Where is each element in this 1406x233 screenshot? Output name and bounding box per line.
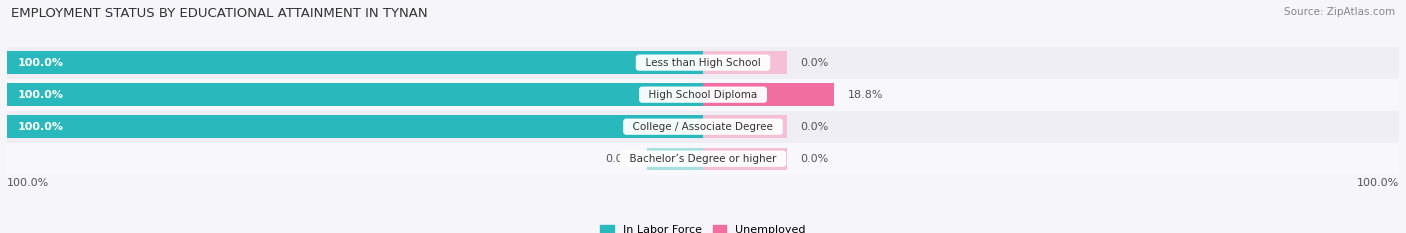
Text: 100.0%: 100.0% bbox=[17, 58, 63, 68]
Bar bbox=[647, 147, 703, 170]
Text: Less than High School: Less than High School bbox=[638, 58, 768, 68]
Text: Bachelor’s Degree or higher: Bachelor’s Degree or higher bbox=[623, 154, 783, 164]
Bar bbox=[703, 51, 786, 74]
Text: 0.0%: 0.0% bbox=[800, 58, 828, 68]
Text: 0.0%: 0.0% bbox=[800, 154, 828, 164]
Bar bbox=[7, 79, 1399, 111]
Text: 100.0%: 100.0% bbox=[7, 178, 49, 188]
Text: High School Diploma: High School Diploma bbox=[643, 90, 763, 100]
Text: 0.0%: 0.0% bbox=[800, 122, 828, 132]
Bar bbox=[703, 116, 786, 138]
Text: College / Associate Degree: College / Associate Degree bbox=[626, 122, 780, 132]
Text: 100.0%: 100.0% bbox=[17, 122, 63, 132]
Text: 18.8%: 18.8% bbox=[848, 90, 883, 100]
Bar bbox=[7, 51, 703, 74]
Text: Source: ZipAtlas.com: Source: ZipAtlas.com bbox=[1284, 7, 1395, 17]
Bar bbox=[7, 111, 1399, 143]
Text: EMPLOYMENT STATUS BY EDUCATIONAL ATTAINMENT IN TYNAN: EMPLOYMENT STATUS BY EDUCATIONAL ATTAINM… bbox=[11, 7, 427, 20]
Bar bbox=[7, 83, 703, 106]
Bar bbox=[7, 47, 1399, 79]
Bar bbox=[7, 143, 1399, 175]
Text: 100.0%: 100.0% bbox=[1357, 178, 1399, 188]
Bar bbox=[703, 147, 786, 170]
Text: 100.0%: 100.0% bbox=[17, 90, 63, 100]
Legend: In Labor Force, Unemployed: In Labor Force, Unemployed bbox=[596, 220, 810, 233]
Text: 0.0%: 0.0% bbox=[605, 154, 633, 164]
Bar bbox=[7, 116, 703, 138]
Bar bbox=[703, 83, 834, 106]
